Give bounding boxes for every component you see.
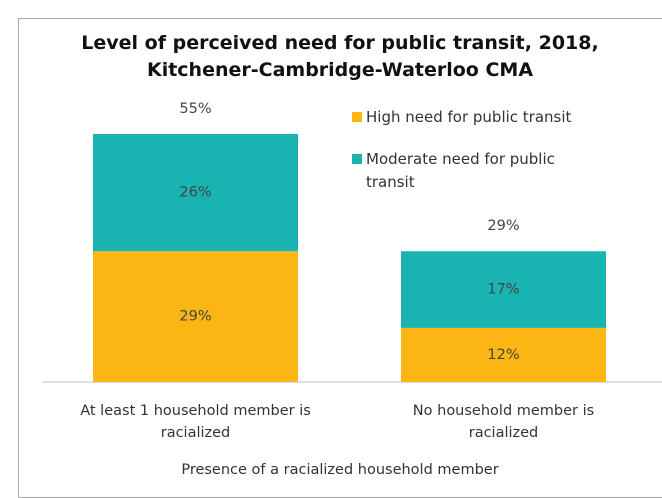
chart: 29% 26% 55% 12% 17% 29% — [42, 101, 662, 383]
x-axis-label: Presence of a racialized household membe… — [181, 462, 499, 478]
bar-segment — [93, 251, 298, 382]
legend-label: Moderate need for public transit — [366, 150, 555, 191]
legend-label: High need for public transit — [366, 108, 572, 126]
legend-item: Moderate need for public transit — [352, 148, 602, 194]
bar-segment — [401, 251, 606, 328]
bar-segment — [401, 327, 606, 382]
data-label: 26% — [179, 185, 211, 201]
x-tick-label: No household member is racialized — [412, 403, 595, 441]
total-label: 55% — [179, 101, 211, 117]
legend-swatch — [352, 154, 362, 164]
data-label: 12% — [487, 347, 519, 363]
page: 29% 26% 55% 12% 17% 29% Level of perceived ne… — [18, 18, 662, 498]
data-label: 17% — [487, 282, 519, 298]
data-label: 29% — [179, 309, 211, 325]
x-tick-label: At least 1 household member is racialize… — [80, 403, 311, 441]
legend-item: High need for public transit — [352, 106, 632, 129]
chart-title: Level of perceived need for public trans… — [81, 32, 599, 81]
legend-swatch — [352, 112, 362, 122]
total-label: 29% — [487, 218, 519, 234]
bar-segment — [93, 134, 298, 252]
